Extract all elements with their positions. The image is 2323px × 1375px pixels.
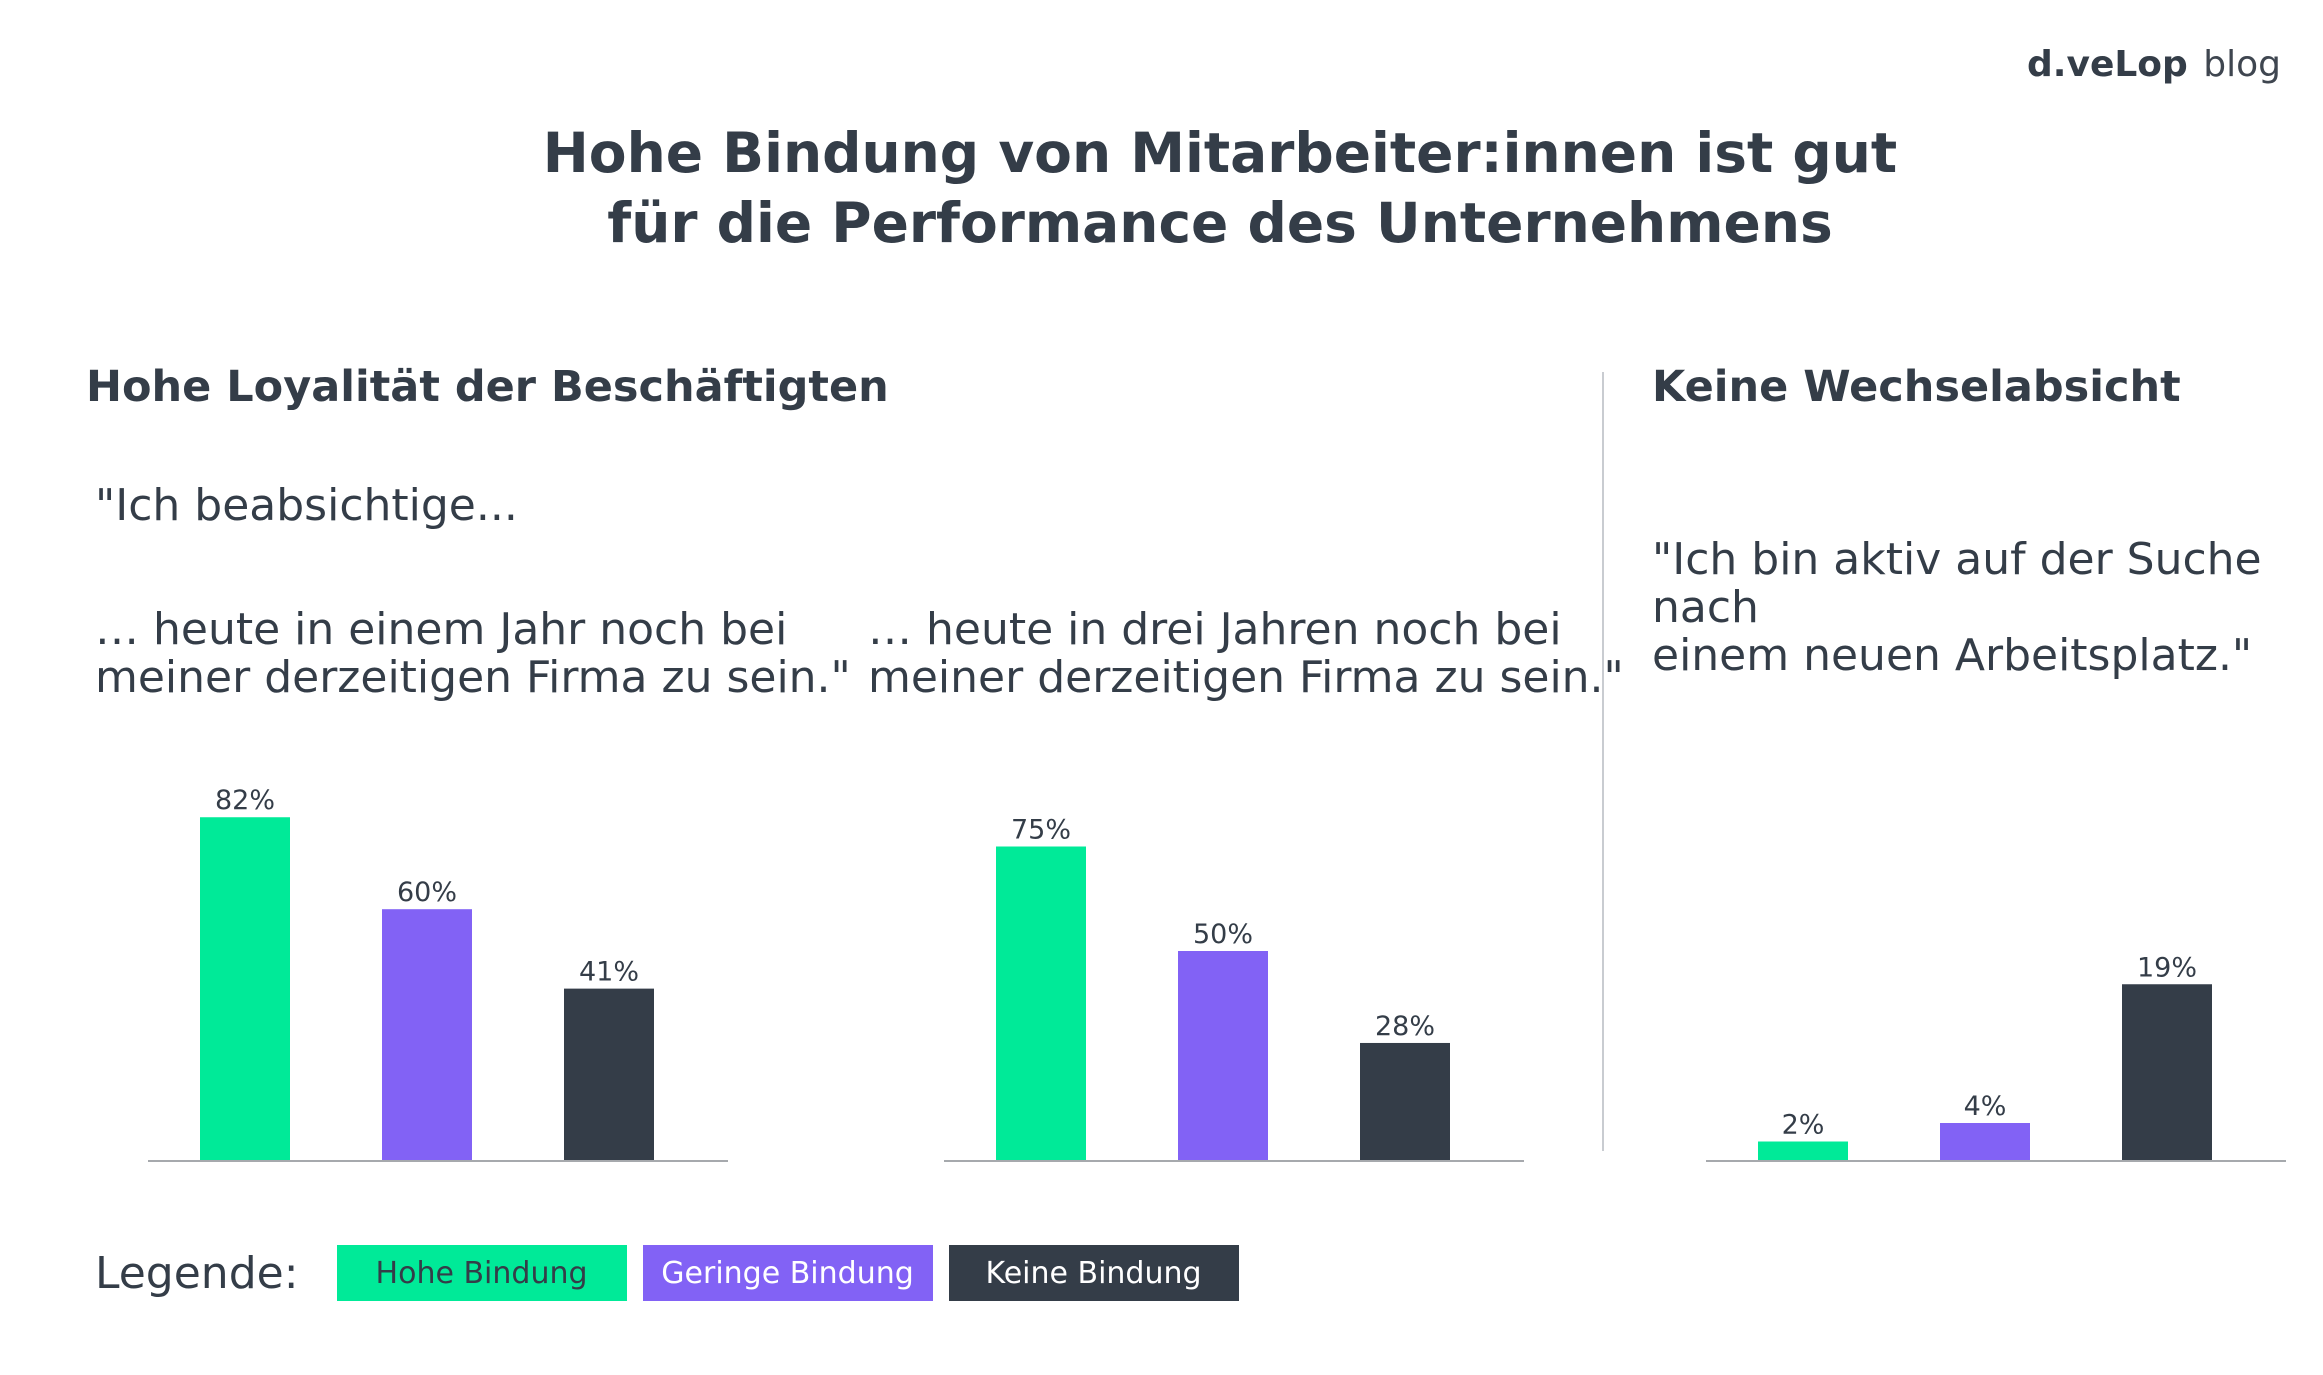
data-label-hohe-bindung: 2% <box>1782 1110 1825 1141</box>
legend: Legende: Hohe Bindung Geringe Bindung Ke… <box>95 1245 1255 1301</box>
bar-hohe-bindung <box>1758 1141 1848 1160</box>
switch-question-line-1: "Ich bin aktiv auf der Suche nach <box>1652 534 2262 633</box>
data-label-geringe-bindung: 50% <box>1193 919 1253 950</box>
bar-hohe-bindung <box>200 817 290 1160</box>
legend-item-label: Keine Bindung <box>985 1255 1202 1291</box>
data-label-keine-bindung: 28% <box>1375 1011 1435 1042</box>
loyalty-heading: Hohe Loyalität der Beschäftigten <box>86 362 889 412</box>
logo-suffix: blog <box>2203 44 2281 85</box>
data-label-geringe-bindung: 4% <box>1964 1091 2007 1122</box>
legend-item-geringe-bindung: Geringe Bindung <box>642 1245 933 1301</box>
data-label-keine-bindung: 19% <box>2137 952 2197 983</box>
bar-geringe-bindung <box>1178 951 1268 1160</box>
data-label-hohe-bindung: 82% <box>215 785 275 816</box>
bar-chart-1: 82% 60% 41% <box>148 785 728 1162</box>
right-question-line-1: … heute in drei Jahren noch bei <box>868 604 1562 655</box>
legend-item-label: Geringe Bindung <box>661 1255 914 1291</box>
bar-keine-bindung <box>1360 1042 1450 1160</box>
section-divider <box>1602 372 1604 1151</box>
right-question-line-2: meiner derzeitigen Firma zu sein." <box>868 652 1624 703</box>
bar-geringe-bindung <box>1940 1123 2030 1160</box>
bar-chart-3: 2% 4% 19% <box>1706 952 2286 1162</box>
title-line-2: für die Performance des Unternehmens <box>607 191 1833 255</box>
switch-question-line-2: einem neuen Arbeitsplatz." <box>1652 630 2253 681</box>
legend-item-label: Hohe Bindung <box>375 1255 588 1291</box>
left-question-line-2: meiner derzeitigen Firma zu sein." <box>95 652 851 703</box>
switch-heading: Keine Wechselabsicht <box>1652 362 2181 412</box>
title-line-1: Hohe Bindung von Mitarbeiter:innen ist g… <box>542 121 1898 185</box>
bar-chart-2: 75% 50% 28% <box>944 815 1524 1162</box>
logo: d.veLop blog <box>2027 44 2281 85</box>
legend-label: Legende: <box>95 1247 299 1299</box>
logo-brand: d.veLop <box>2027 44 2188 85</box>
loyalty-right-question: … heute in drei Jahren noch bei meiner d… <box>868 606 1624 702</box>
bar-keine-bindung <box>564 988 654 1160</box>
page-title: Hohe Bindung von Mitarbeiter:innen ist g… <box>0 118 2323 258</box>
loyalty-left-question: … heute in einem Jahr noch bei meiner de… <box>95 606 851 702</box>
left-question-line-1: … heute in einem Jahr noch bei <box>95 604 788 655</box>
data-label-keine-bindung: 41% <box>579 957 639 988</box>
legend-item-keine-bindung: Keine Bindung <box>948 1245 1239 1301</box>
switch-question: "Ich bin aktiv auf der Suche nach einem … <box>1652 536 2323 680</box>
bar-hohe-bindung <box>996 846 1086 1160</box>
bar-geringe-bindung <box>382 909 472 1160</box>
data-label-hohe-bindung: 75% <box>1011 815 1071 846</box>
bar-keine-bindung <box>2122 984 2212 1160</box>
legend-item-hohe-bindung: Hohe Bindung <box>336 1245 627 1301</box>
data-label-geringe-bindung: 60% <box>397 877 457 908</box>
loyalty-intro: "Ich beabsichtige... <box>95 480 518 531</box>
